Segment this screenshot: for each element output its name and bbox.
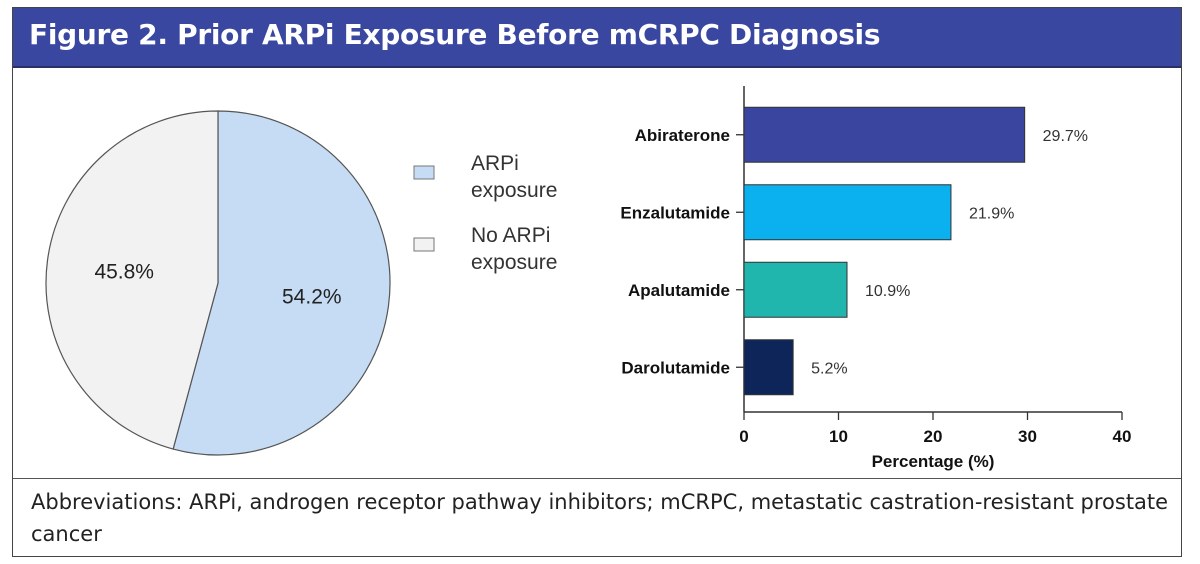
bar-enzalutamide	[743, 184, 952, 241]
pie-value-label: 54.2%	[282, 285, 342, 308]
legend-label: exposure	[471, 179, 557, 202]
pie-slice-arpi-exposure	[172, 110, 391, 456]
bar-value-label: 21.9%	[969, 205, 1014, 222]
figure-title: Figure 2. Prior ARPi Exposure Before mCR…	[29, 18, 881, 51]
bar-abiraterone	[743, 106, 1026, 163]
title-bar: Figure 2. Prior ARPi Exposure Before mCR…	[13, 8, 1181, 68]
bar-darolutamide	[743, 339, 794, 396]
bar-value-label: 5.2%	[811, 360, 847, 377]
x-tick-label: 20	[924, 427, 943, 446]
bar-chart: Abiraterone 29.7% Enzalutamide 21.9% Apaluta…	[620, 86, 1132, 471]
legend-swatch	[413, 165, 435, 180]
legend-swatch	[413, 237, 435, 252]
pie-slice-no-arpi-exposure	[45, 110, 219, 450]
figure-frame: Figure 2. Prior ARPi Exposure Before mCR…	[12, 7, 1182, 557]
x-axis-title: Percentage (%)	[872, 452, 995, 471]
legend-label: ARPi	[471, 152, 519, 175]
category-label: Apalutamide	[628, 281, 730, 300]
legend-label: No ARPi	[471, 224, 550, 247]
bar-apalutamide	[743, 261, 848, 318]
footer-divider	[13, 478, 1181, 479]
pie-chart: 54.2% 45.8% ARPi exposure No ARPi exposure	[45, 110, 557, 456]
category-label: Enzalutamide	[620, 203, 730, 222]
category-label: Abiraterone	[635, 126, 730, 145]
abbreviations-footnote: Abbreviations: ARPi, androgen receptor p…	[31, 490, 1169, 546]
x-tick-label: 10	[829, 427, 848, 446]
x-tick-label: 30	[1018, 427, 1037, 446]
legend-label: exposure	[471, 251, 557, 274]
x-tick-label: 0	[739, 427, 748, 446]
pie-value-label: 45.8%	[94, 261, 154, 284]
bar-value-label: 10.9%	[865, 283, 910, 300]
category-label: Darolutamide	[621, 358, 730, 377]
bar-value-label: 29.7%	[1043, 128, 1088, 145]
x-tick-label: 40	[1113, 427, 1132, 446]
